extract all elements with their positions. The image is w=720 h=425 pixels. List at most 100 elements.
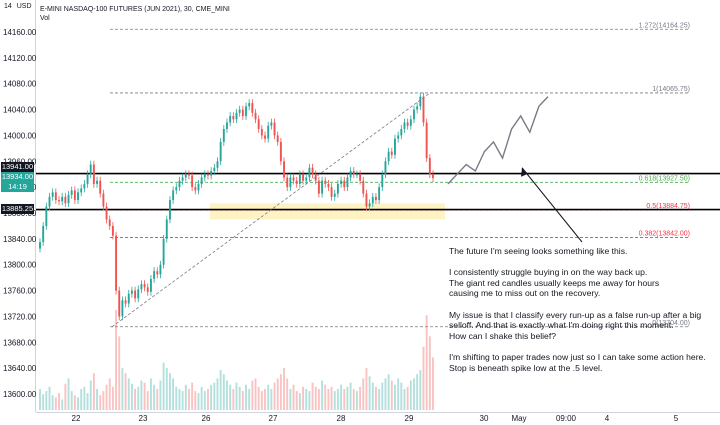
volume-bar: [172, 378, 175, 410]
candle-body: [83, 183, 86, 189]
volume-bar: [317, 388, 320, 410]
y-tick-label: 13840.00: [3, 235, 37, 244]
candle-body: [89, 164, 92, 175]
y-tick-label: 14160.00: [3, 28, 37, 37]
price-tag-countdown: 14:19: [1, 182, 34, 192]
candle-body: [279, 141, 282, 162]
candle-body: [207, 174, 209, 176]
fib-level-label: 1(14065.75): [652, 86, 690, 93]
volume-bar: [92, 373, 95, 410]
volume-bar: [162, 362, 165, 410]
candle-body: [368, 203, 371, 207]
candle-body: [222, 128, 225, 142]
candle-body: [200, 177, 203, 184]
candle-body: [127, 293, 130, 304]
scale-menu[interactable]: 14 USD: [4, 3, 32, 10]
candle-body: [121, 300, 124, 317]
note-line: I'm shifting to paper trades now just so…: [449, 352, 706, 362]
candle-body: [213, 167, 216, 171]
volume-bar: [197, 393, 200, 410]
candle-body: [188, 174, 190, 176]
candle-body: [378, 187, 381, 201]
candle-body: [108, 219, 111, 226]
volume-bar: [406, 386, 409, 410]
volume-bar: [80, 388, 83, 410]
volume-bar: [359, 386, 362, 410]
candle-body: [371, 196, 374, 204]
y-tick-label: 13800.00: [3, 261, 37, 270]
volume-bar: [248, 388, 251, 410]
price-tag-level-2: 13885.25: [1, 204, 34, 214]
volume-bar: [188, 388, 190, 410]
candle-body: [149, 278, 152, 292]
candle-body: [384, 161, 387, 175]
volume-bar: [137, 386, 140, 410]
candle-body: [413, 109, 415, 120]
candle-body: [216, 161, 219, 168]
candle-body: [340, 180, 343, 184]
volume-bar: [397, 378, 400, 410]
candle-body: [96, 180, 98, 184]
x-tick-label: 5: [674, 414, 679, 423]
candle-body: [184, 174, 187, 178]
fib-level-label: 0.382(13842.00): [639, 231, 690, 238]
volume-bar: [311, 382, 314, 410]
candle-body: [289, 177, 292, 188]
volume-bar: [428, 336, 431, 410]
candle-body: [64, 196, 67, 204]
volume-bar: [127, 378, 130, 410]
y-tick-label: 14000.00: [3, 131, 37, 140]
candle-body: [210, 170, 213, 176]
y-tick-label: 14040.00: [3, 106, 37, 115]
candle-body: [406, 122, 409, 126]
volume-bar: [67, 378, 70, 410]
note-line: causing me to miss out on the recovery.: [449, 288, 601, 299]
volume-bar: [289, 388, 292, 410]
trendline: [111, 92, 431, 328]
volume-bar: [42, 394, 45, 410]
x-tick-label: 22: [72, 414, 81, 423]
candle-body: [238, 109, 241, 113]
candle-body: [375, 196, 377, 201]
candle-body: [292, 177, 295, 181]
volume-bar: [216, 378, 219, 410]
volume-bar: [153, 384, 156, 410]
volume-bar: [213, 382, 216, 410]
volume-bar: [378, 388, 381, 410]
candle-body: [140, 284, 143, 290]
x-tick-label: 4: [605, 414, 610, 423]
volume-bar: [368, 376, 371, 410]
note-line: selloff. And that is exactly what I'm do…: [449, 320, 674, 331]
candle-body: [298, 174, 301, 184]
note-line: The giant red candles usually keeps me a…: [449, 277, 660, 288]
candle-body: [102, 193, 105, 207]
volume-bar: [343, 388, 346, 410]
x-tick-label: May: [511, 414, 526, 423]
volume-bar: [302, 386, 305, 410]
volume-bar: [279, 374, 282, 410]
volume-bar: [394, 384, 396, 410]
candle-body: [425, 122, 428, 159]
volume-bar: [292, 384, 295, 410]
volume-bar: [245, 384, 247, 410]
volume-bar: [314, 386, 317, 410]
candle-body: [165, 219, 168, 239]
candle-body: [111, 225, 114, 236]
x-tick-label: 26: [202, 414, 211, 423]
volume-bar: [432, 357, 434, 410]
candle-body: [226, 122, 228, 129]
candle-body: [146, 287, 149, 292]
volume-bar: [238, 386, 241, 410]
candle-body: [419, 96, 422, 107]
candle-body: [241, 109, 244, 117]
volume-bar: [111, 386, 114, 410]
candle-body: [229, 116, 232, 123]
candle-body: [302, 174, 305, 181]
candle-body: [115, 235, 118, 291]
volume-bar: [156, 388, 159, 410]
candle-body: [80, 188, 83, 193]
candle-body: [324, 180, 327, 184]
candle-body: [159, 264, 162, 275]
candle-body: [48, 196, 51, 207]
